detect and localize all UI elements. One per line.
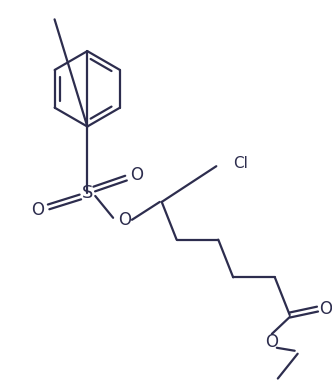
Text: S: S — [82, 184, 93, 202]
Text: O: O — [119, 211, 131, 229]
Text: O: O — [31, 201, 44, 219]
Text: O: O — [265, 333, 278, 351]
Text: O: O — [130, 166, 143, 184]
Text: Cl: Cl — [233, 156, 248, 171]
Text: O: O — [319, 300, 332, 318]
